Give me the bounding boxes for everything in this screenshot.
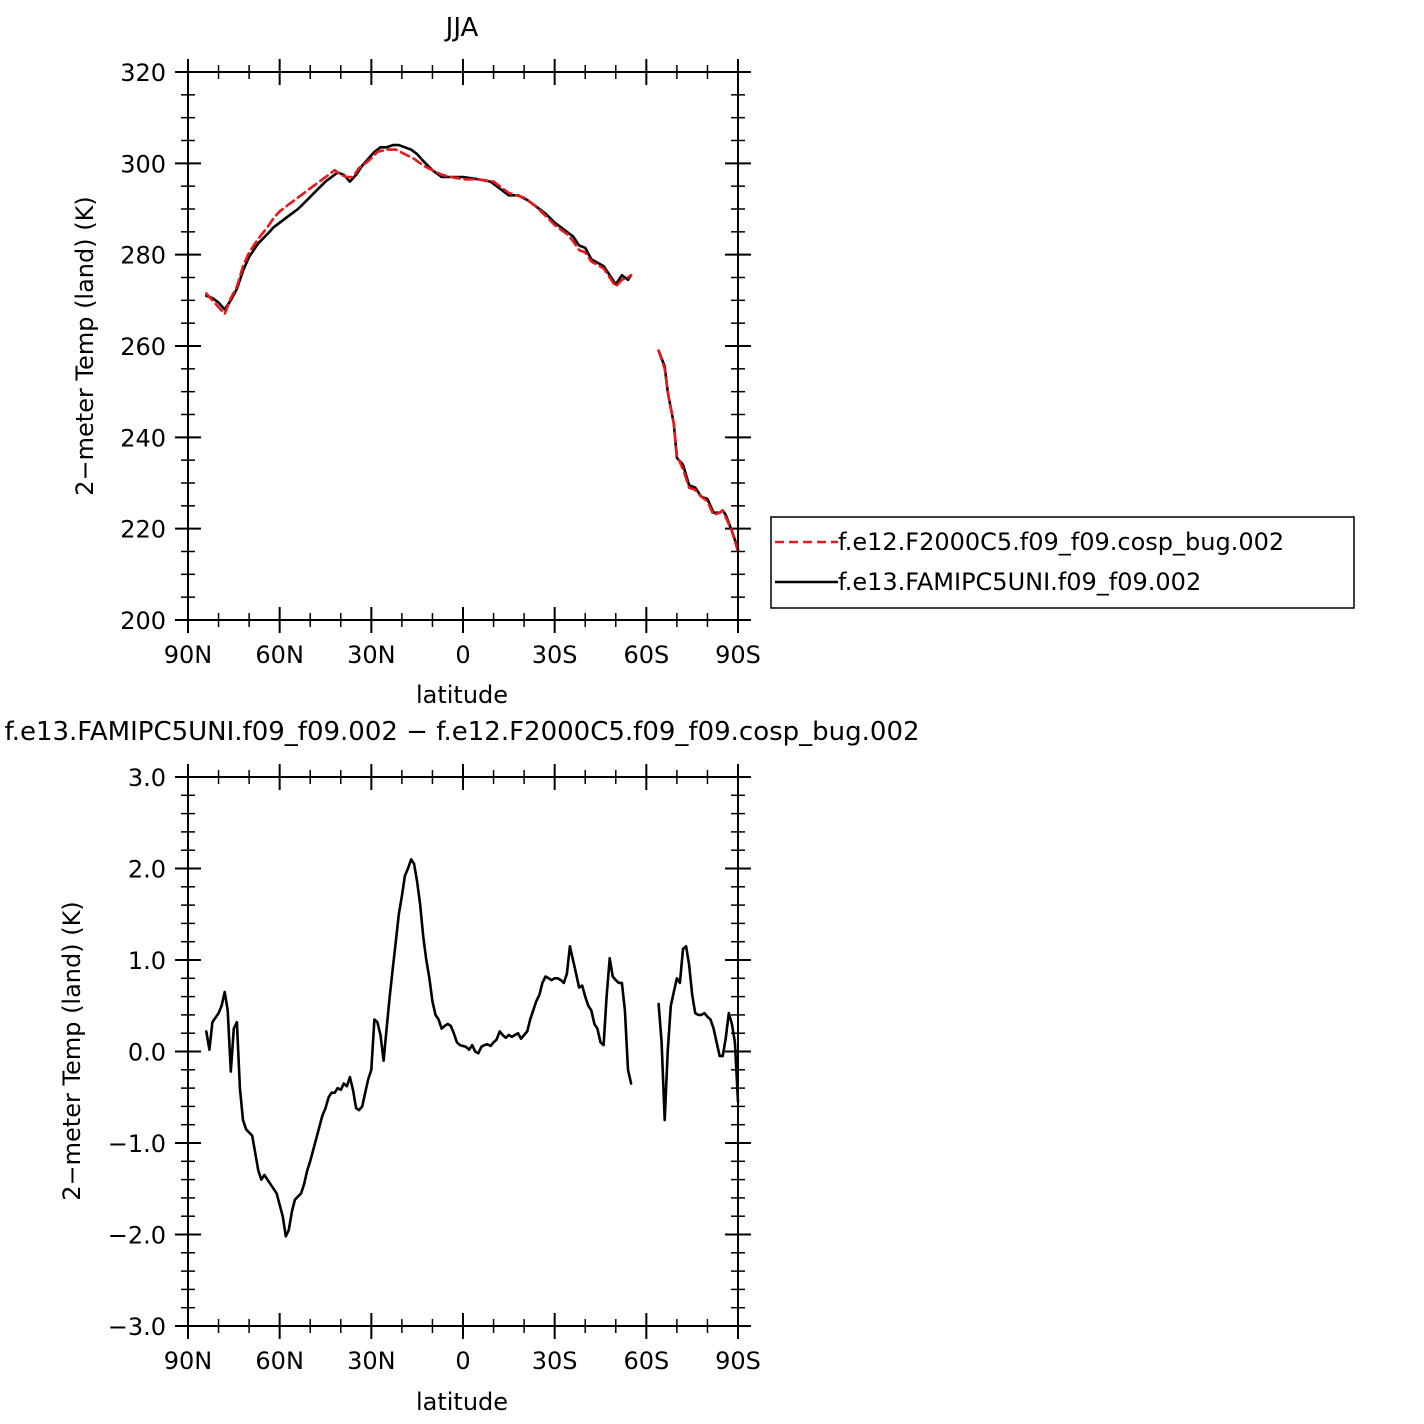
bottom-axis-ticks	[175, 764, 751, 1339]
bottom-chart-title: f.e13.FAMIPC5UNI.f09_f09.002 − f.e12.F20…	[4, 717, 919, 747]
y-tick-label: 320	[120, 59, 166, 87]
y-tick-label: 260	[120, 333, 166, 361]
series-line-1-2-segment-1	[205, 143, 633, 311]
bottom-x-axis-label: latitude	[416, 1388, 508, 1416]
y-tick-label: −1.0	[108, 1130, 166, 1158]
x-tick-label: 60N	[255, 1347, 304, 1375]
x-tick-label: 60S	[623, 641, 669, 669]
x-tick-label: 0	[455, 641, 470, 669]
y-tick-label: 0.0	[128, 1039, 166, 1067]
bottom-y-axis-label: 2−meter Temp (land) (K)	[58, 901, 86, 1200]
top-axis-ticks	[175, 59, 751, 633]
series-line-1-1-segment-2	[657, 349, 740, 553]
bottom-y-tick-labels: −3.0 −2.0 −1.0 0.0 1.0 2.0 3.0	[108, 764, 166, 1341]
y-tick-label: 280	[120, 242, 166, 270]
x-tick-label: 30N	[347, 641, 396, 669]
bottom-series-lines	[205, 858, 740, 1238]
bottom-x-tick-labels: 90N 60N 30N 0 30S 60S 90S	[164, 1347, 761, 1375]
top-x-tick-labels: 90N 60N 30N 0 30S 60S 90S	[164, 641, 761, 669]
y-tick-label: 300	[120, 150, 166, 178]
top-plot-frame	[187, 71, 739, 621]
y-tick-label: 240	[120, 424, 166, 452]
top-x-axis-label: latitude	[416, 681, 508, 709]
legend-entry-1: f.e12.F2000C5.f09_f09.cosp_bug.002	[838, 528, 1284, 556]
x-tick-label: 30S	[532, 1347, 578, 1375]
top-series-lines	[205, 143, 740, 553]
top-y-tick-labels: 200 220 240 260 280 300 320	[120, 59, 166, 635]
legend-box	[770, 516, 1355, 609]
top-chart-title: JJA	[444, 13, 479, 43]
y-tick-label: 200	[120, 607, 166, 635]
bottom-panel: f.e13.FAMIPC5UNI.f09_f09.002 − f.e12.F20…	[4, 717, 919, 1416]
x-tick-label: 90N	[164, 1347, 213, 1375]
legend: f.e12.F2000C5.f09_f09.cosp_bug.002 f.e13…	[770, 516, 1355, 609]
x-tick-label: 30S	[532, 641, 578, 669]
y-tick-label: 1.0	[128, 947, 166, 975]
y-tick-label: −3.0	[108, 1313, 166, 1341]
legend-entry-2: f.e13.FAMIPC5UNI.f09_f09.002	[838, 568, 1201, 596]
y-tick-label: 2.0	[128, 856, 166, 884]
x-tick-label: 0	[455, 1347, 470, 1375]
bottom-plot-frame	[187, 776, 739, 1327]
x-tick-label: 90S	[715, 641, 761, 669]
top-y-axis-label: 2−meter Temp (land) (K)	[71, 196, 99, 495]
y-tick-label: 3.0	[128, 764, 166, 792]
x-tick-label: 90S	[715, 1347, 761, 1375]
x-tick-label: 90N	[164, 641, 213, 669]
y-tick-label: −2.0	[108, 1222, 166, 1250]
y-tick-label: 220	[120, 516, 166, 544]
x-tick-label: 60S	[623, 1347, 669, 1375]
x-tick-label: 60N	[255, 641, 304, 669]
x-tick-label: 30N	[347, 1347, 396, 1375]
series-line-1-1-segment-1	[205, 148, 633, 316]
series-line-2-1-segment-2	[657, 945, 740, 1122]
series-line-2-1-segment-1	[205, 858, 633, 1238]
top-panel: JJA 200 220 240 260 280 300 320 90N 60N 30N 0 30S 6…	[71, 13, 1355, 709]
